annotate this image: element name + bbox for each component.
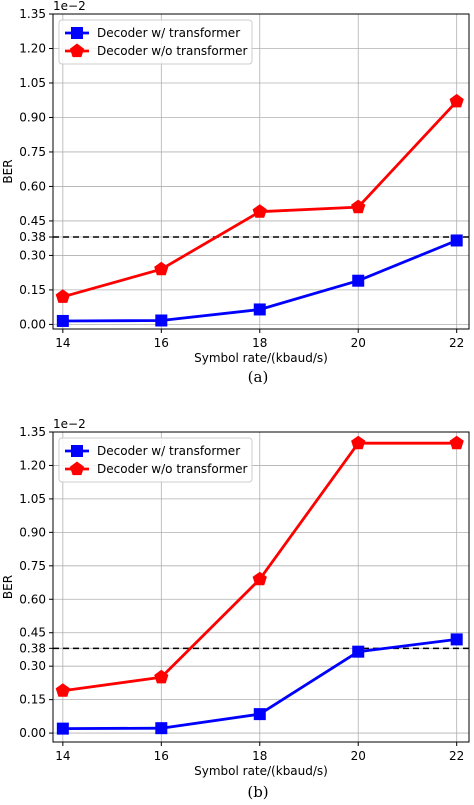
data-point-with-transformer [450, 633, 463, 646]
x-tick-label: 20 [351, 749, 366, 763]
data-point-without-transformer [55, 683, 70, 697]
y-tick-label: 1.35 [19, 7, 46, 21]
x-axis-label: Symbol rate/(kbaud/s) [194, 764, 328, 778]
y-tick-label: 0.15 [19, 693, 46, 707]
legend-box [58, 19, 253, 65]
figure-caption: (b) [247, 783, 268, 801]
legend-marker-without-transformer [69, 43, 85, 58]
chart-panel-b: 14 16 18 20 22 0.00 0.15 0.30 0.38 0.45 0.60 0.75 0.… [0, 403, 474, 805]
axis-offset-label: 1e−2 [53, 417, 86, 431]
y-tick-label: 0.38 [19, 641, 46, 655]
data-point-with-transformer [253, 708, 266, 721]
y-tick-label: 0.38 [19, 230, 46, 244]
y-tick-label: 1.20 [19, 458, 46, 472]
y-tick-label: 0.90 [19, 110, 46, 124]
legend-label-without-transformer: Decoder w/o transformer [97, 44, 248, 58]
y-axis-label: BER [1, 159, 15, 183]
x-tick-label: 20 [351, 336, 366, 350]
legend-marker-without-transformer [69, 461, 85, 476]
chart-a: 14 16 18 20 22 0.00 0.15 0.30 0.38 0.45 0.60 0.75 0.… [1, 0, 470, 386]
y-tick-label: 0.45 [19, 626, 46, 640]
legend-label-with-transformer: Decoder w/ transformer [97, 444, 240, 458]
data-point-without-transformer [351, 199, 366, 214]
axes-frame [52, 13, 470, 330]
y-tick-label: 1.05 [19, 76, 46, 90]
data-point-without-transformer [449, 93, 464, 108]
x-axis-label: Symbol rate/(kbaud/s) [194, 351, 328, 365]
figure-caption: (a) [248, 368, 269, 386]
chart-panel-a: 14 16 18 20 22 0.00 0.15 0.30 0.38 0.45 0.60 0.75 0.… [0, 0, 474, 402]
data-point-with-transformer [155, 314, 168, 327]
y-tick-label: 1.05 [19, 492, 46, 506]
y-tick-label: 0.00 [19, 317, 46, 331]
data-point-without-transformer [252, 204, 267, 218]
data-point-with-transformer [56, 722, 69, 735]
data-point-without-transformer [154, 261, 169, 276]
x-tick-label: 22 [449, 336, 464, 350]
data-point-with-transformer [253, 303, 266, 316]
data-point-with-transformer [352, 645, 365, 658]
x-tick-label: 18 [252, 749, 267, 763]
y-tick-label: 0.00 [19, 726, 46, 740]
y-tick-label: 0.75 [19, 559, 46, 573]
data-point-with-transformer [450, 234, 463, 247]
x-tick-label: 16 [154, 749, 169, 763]
legend-marker-with-transformer [71, 27, 83, 39]
x-tick-label: 22 [449, 749, 464, 763]
chart-b: 14 16 18 20 22 0.00 0.15 0.30 0.380.45 0.60 0.75 0.… [1, 417, 470, 801]
plot-area [53, 14, 469, 329]
y-tick-label: 0.75 [19, 145, 46, 159]
data-point-without-transformer [252, 571, 267, 586]
legend-label-with-transformer: Decoder w/ transformer [97, 26, 240, 40]
axes-frame [52, 431, 470, 743]
legend-label-without-transformer: Decoder w/o transformer [97, 462, 248, 476]
data-point-with-transformer [352, 274, 365, 287]
x-tick-label: 14 [55, 336, 70, 350]
y-tick-label: 0.30 [19, 659, 46, 673]
data-point-with-transformer [155, 722, 168, 735]
y-tick-label: 0.30 [19, 248, 46, 262]
data-point-with-transformer [56, 314, 69, 327]
y-tick-label: 0.60 [19, 179, 46, 193]
data-point-without-transformer [154, 669, 169, 684]
y-tick-label: 1.35 [19, 425, 46, 439]
legend-marker-with-transformer [71, 445, 83, 457]
y-tick-label: 0.60 [19, 592, 46, 606]
data-point-without-transformer [449, 435, 464, 450]
y-tick-label: 0.90 [19, 525, 46, 539]
y-tick-label: 0.45 [19, 214, 46, 228]
axis-offset-label: 1e−2 [53, 0, 86, 13]
y-tick-label: 1.20 [19, 41, 46, 55]
plot-area [53, 432, 469, 742]
y-axis-label: BER [1, 575, 15, 599]
x-tick-label: 16 [154, 336, 169, 350]
y-tick-label: 0.15 [19, 283, 46, 297]
legend-box [58, 437, 253, 483]
data-point-without-transformer [55, 289, 70, 303]
x-tick-label: 14 [55, 749, 70, 763]
data-point-without-transformer [351, 435, 366, 450]
x-tick-label: 18 [252, 336, 267, 350]
